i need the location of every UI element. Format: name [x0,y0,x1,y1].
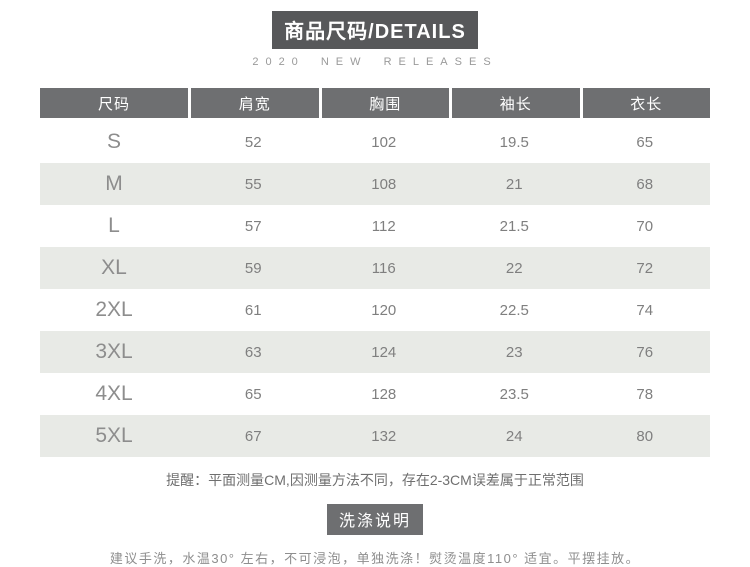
shoulder-width-value: 57 [244,217,262,235]
table-row-5xl: 5XL 67 132 24 80 [40,415,710,457]
sleeve-length-value: 21.5 [499,217,529,235]
chest-value: 112 [371,217,396,235]
size-label: 5XL [95,424,133,447]
sleeve-length-value: 23.5 [499,385,529,403]
garment-length-value: 76 [636,343,654,361]
garment-length-value: 80 [636,427,654,445]
shoulder-width-value: 55 [244,175,262,193]
shoulder-width-value: 61 [244,301,262,319]
garment-length-value: 74 [636,301,654,319]
size-label: L [108,214,120,237]
size-label: 3XL [95,340,133,363]
size-label: XL [101,256,127,279]
measurement-note: 提醒：平面测量CM,因测量方法不同，存在2-3CM误差属于正常范围 [166,472,584,488]
wash-instructions-note: 建议手洗，水温30° 左右，不可浸泡，单独洗涤！熨烫温度110° 适宜。平摆挂放… [109,551,641,566]
shoulder-width-value: 59 [244,259,262,277]
table-row-m: M 55 108 21 68 [40,163,710,205]
column-header-chest: 胸围 [321,88,449,118]
column-header-sleeve-length: 袖长 [452,88,580,118]
size-label: 2XL [95,298,133,321]
shoulder-width-value: 52 [244,133,262,151]
table-row-xl: XL 59 116 22 72 [40,247,710,289]
column-header-shoulder-width: 肩宽 [191,88,319,118]
sleeve-length-value: 21 [505,175,523,193]
page-subtitle: 2020 NEW RELEASES [252,56,498,68]
size-label: 4XL [95,382,133,405]
column-header-size: 尺码 [40,88,188,118]
sleeve-length-value: 22 [505,259,523,277]
table-header-row: 尺码 肩宽 胸围 袖长 衣长 [40,88,710,118]
chest-value: 108 [371,175,397,193]
shoulder-width-value: 65 [244,385,262,403]
table-row-s: S 52 102 19.5 65 [40,121,710,163]
table-row-l: L 57 112 21.5 70 [40,205,710,247]
shoulder-width-value: 63 [244,343,262,361]
column-header-garment-length: 衣长 [582,88,710,118]
table-body: S 52 102 19.5 65 M 55 108 21 68 L 57 112… [40,121,710,457]
chest-value: 102 [371,133,397,151]
table-row-3xl: 3XL 63 124 23 76 [40,331,710,373]
sleeve-length-value: 19.5 [499,133,529,151]
chest-value: 128 [371,385,397,403]
size-table: 尺码 肩宽 胸围 袖长 衣长 S 52 102 19.5 65 M 55 108… [40,88,710,457]
chest-value: 132 [371,427,397,445]
page-title: 商品尺码/DETAILS [272,11,478,49]
wash-instructions-header: 洗涤说明 [0,504,750,535]
shoulder-width-value: 67 [244,427,262,445]
page-header: 商品尺码/DETAILS 2020 NEW RELEASES [0,0,750,68]
size-label: S [106,130,121,153]
garment-length-value: 70 [636,217,654,235]
garment-length-value: 78 [636,385,654,403]
garment-length-value: 72 [636,259,654,277]
table-row-4xl: 4XL 65 128 23.5 78 [40,373,710,415]
size-label: M [105,172,123,195]
chest-value: 116 [371,259,396,277]
sleeve-length-value: 23 [505,343,523,361]
garment-length-value: 68 [636,175,654,193]
garment-length-value: 65 [636,133,654,151]
chest-value: 124 [371,343,397,361]
wash-instructions-title: 洗涤说明 [326,504,423,535]
sleeve-length-value: 22.5 [499,301,529,319]
table-row-2xl: 2XL 61 120 22.5 74 [40,289,710,331]
sleeve-length-value: 24 [505,427,523,445]
chest-value: 120 [371,301,397,319]
